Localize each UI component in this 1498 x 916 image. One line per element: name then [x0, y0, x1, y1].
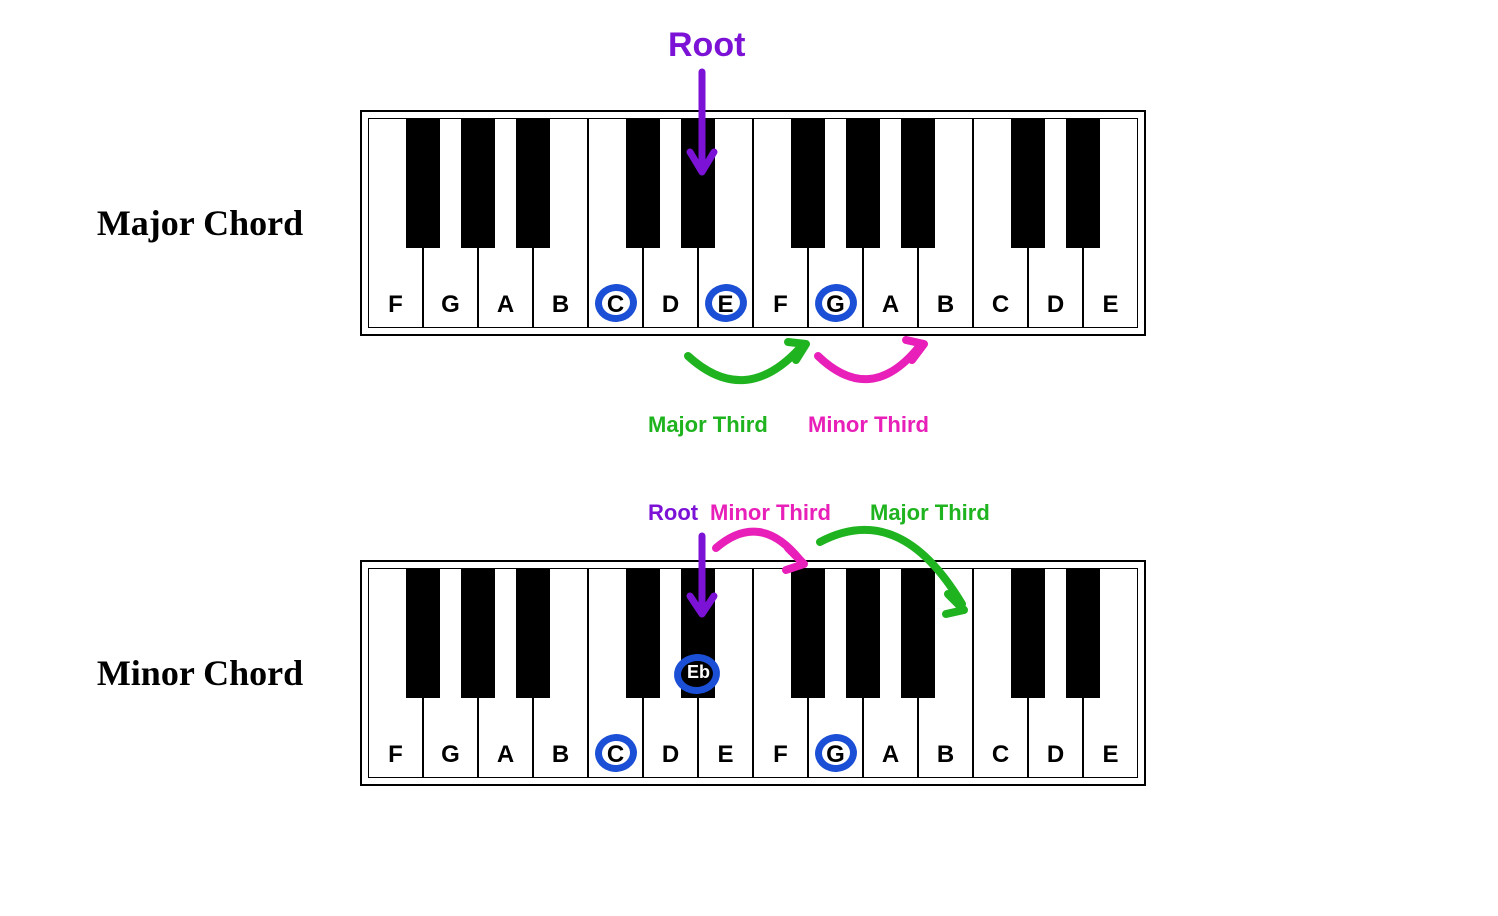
- white-key-label: D: [1029, 741, 1082, 769]
- black-key: [1066, 568, 1100, 698]
- minor-minor-third-label: Minor Third: [710, 500, 831, 526]
- major-minor-third-label: Minor Third: [808, 412, 929, 438]
- minor-root-label: Root: [648, 500, 698, 526]
- eb-label: Eb: [687, 662, 710, 683]
- black-key: [1011, 568, 1045, 698]
- white-key-label: D: [644, 291, 697, 319]
- white-key-label: F: [369, 291, 422, 319]
- black-key: [791, 568, 825, 698]
- black-key: [791, 118, 825, 248]
- black-key: [1066, 118, 1100, 248]
- black-key: [626, 568, 660, 698]
- white-key-label: A: [479, 291, 532, 319]
- black-key: [461, 568, 495, 698]
- white-key-label: A: [864, 741, 917, 769]
- major-keyboard-wrap: FGABCDEFGABCDE: [360, 110, 1146, 336]
- black-key: [516, 568, 550, 698]
- minor-keys: FGABCDEFGABCDEEb: [368, 568, 1138, 778]
- major-section: Major Chord FGABCDEFGABCDE: [40, 110, 1146, 336]
- black-key: [681, 118, 715, 248]
- white-key-label: C: [974, 741, 1027, 769]
- white-key-label: B: [919, 741, 972, 769]
- black-key: [846, 118, 880, 248]
- white-key-label: D: [644, 741, 697, 769]
- white-key-label: E: [1084, 291, 1137, 319]
- white-key-label: A: [479, 741, 532, 769]
- white-key-label: C: [974, 291, 1027, 319]
- black-key: [626, 118, 660, 248]
- white-key-label: B: [534, 291, 587, 319]
- white-key-label: E: [699, 741, 752, 769]
- minor-keyboard: FGABCDEFGABCDEEb: [360, 560, 1146, 786]
- black-key: [846, 568, 880, 698]
- white-key-label: D: [1029, 291, 1082, 319]
- white-key-label: A: [864, 291, 917, 319]
- black-key: [461, 118, 495, 248]
- white-key-label: F: [754, 741, 807, 769]
- black-key: [406, 118, 440, 248]
- major-major-third-label: Major Third: [648, 412, 768, 438]
- black-key: [901, 568, 935, 698]
- white-key-label: B: [534, 741, 587, 769]
- major-chord-title: Major Chord: [40, 202, 360, 244]
- minor-major-third-label: Major Third: [870, 500, 990, 526]
- black-key: [406, 568, 440, 698]
- major-keys: FGABCDEFGABCDE: [368, 118, 1138, 328]
- minor-chord-title: Minor Chord: [40, 652, 360, 694]
- white-key-label: G: [424, 741, 477, 769]
- major-keyboard: FGABCDEFGABCDE: [360, 110, 1146, 336]
- minor-keyboard-wrap: FGABCDEFGABCDEEb: [360, 560, 1146, 786]
- black-key: [516, 118, 550, 248]
- white-key-label: E: [1084, 741, 1137, 769]
- white-key-label: F: [369, 741, 422, 769]
- major-root-label: Root: [668, 26, 745, 65]
- minor-section: Minor Chord FGABCDEFGABCDEEb: [40, 560, 1146, 786]
- black-key: [901, 118, 935, 248]
- white-key-label: B: [919, 291, 972, 319]
- white-key-label: F: [754, 291, 807, 319]
- white-key-label: G: [424, 291, 477, 319]
- black-key: [1011, 118, 1045, 248]
